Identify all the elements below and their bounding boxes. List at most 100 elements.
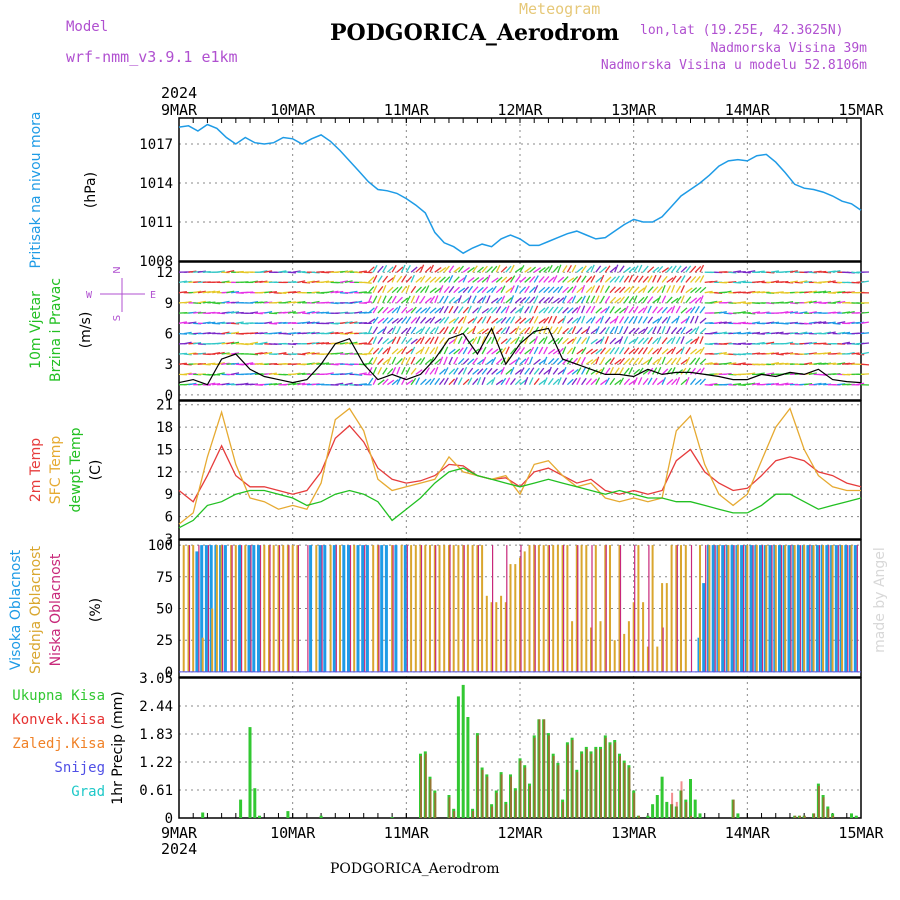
wind-barb: [386, 356, 392, 365]
wind-barb: [325, 290, 334, 294]
wind-barb: [604, 305, 610, 314]
wind-barb: [457, 367, 465, 375]
wind-barb: [618, 316, 625, 324]
wind-barb: [424, 285, 430, 293]
wind-barb: [311, 321, 320, 324]
wind-barb: [372, 366, 377, 375]
cloud-mid-bar: [187, 545, 190, 672]
wind-barb: [675, 296, 682, 304]
wind-barb: [524, 326, 531, 335]
cloud-mid-bar: [656, 646, 659, 672]
wind-barb: [813, 362, 822, 365]
wind-barb: [207, 382, 216, 386]
wind-barb: [424, 346, 430, 355]
precip-conv-bar: [633, 792, 636, 818]
wind-barb: [860, 311, 870, 314]
wind-barb: [599, 336, 605, 345]
cloud-mid-bar: [372, 545, 375, 672]
cloud-mid-bar: [599, 621, 602, 672]
temp-ylabel-unit: (C): [88, 460, 104, 481]
wind-barb: [491, 317, 499, 324]
wind-barb: [775, 331, 784, 335]
wind-barb: [609, 377, 616, 386]
cloud-mid-bar: [651, 545, 654, 672]
cloud-mid-bar: [429, 545, 431, 672]
cloud-high-bar: [853, 545, 857, 672]
wind-barb: [325, 331, 334, 335]
wind-barb: [637, 315, 643, 324]
wind-barb: [287, 382, 296, 386]
wind-barb: [775, 301, 784, 304]
wind-barb: [685, 347, 691, 355]
wind-barb: [699, 378, 706, 386]
wind-barb: [675, 348, 683, 355]
wind-barb: [405, 367, 411, 375]
wind-barb: [429, 336, 435, 345]
wind-barb: [372, 347, 380, 355]
wind-barb: [367, 276, 375, 283]
wind-barb: [566, 327, 574, 335]
wind-barb: [472, 295, 477, 304]
wind-barb: [505, 276, 513, 283]
wind-y-tick-label: 9: [165, 296, 173, 312]
wind-barb: [320, 280, 330, 284]
wind-barb: [391, 379, 399, 386]
precip-legend-item: Zaledj.Kisa: [12, 736, 105, 752]
precip-conv-bar: [817, 785, 820, 818]
wind-barb: [519, 264, 525, 273]
wind-barb: [505, 316, 512, 324]
wind-barb: [405, 356, 411, 365]
wind-barb: [429, 347, 436, 355]
wind-barb: [410, 274, 415, 283]
cloud-low-bar: [222, 545, 224, 672]
wind-barb: [495, 379, 504, 386]
wind-barb: [391, 306, 399, 314]
wind-barb: [837, 301, 846, 304]
wind-barb: [675, 265, 682, 273]
wind-barb: [259, 270, 268, 273]
wind-barb: [694, 265, 702, 273]
wind-barb: [372, 356, 378, 365]
wind-barb: [415, 358, 422, 365]
cloud-high-bar: [257, 545, 260, 672]
wind-barb: [557, 337, 564, 345]
wind-barb: [212, 302, 221, 305]
wind-barb: [188, 382, 197, 386]
wind-barb: [543, 297, 551, 304]
wind-barb: [235, 270, 244, 273]
wind-barb: [581, 265, 587, 273]
model-elevation-label: Nadmorska Visina u modelu 52.8106m: [600, 58, 867, 73]
wind-barb: [387, 338, 395, 345]
wind-barb: [505, 346, 510, 355]
wind-barb: [533, 295, 539, 304]
precip-conv-bar: [576, 772, 579, 818]
wind-barb: [661, 295, 667, 304]
wind-barb: [268, 322, 278, 325]
wind-barb: [567, 369, 575, 375]
wind-barb: [571, 346, 576, 355]
wind-barb: [405, 264, 411, 273]
wind-barb: [419, 295, 426, 304]
cloud-high-bar: [342, 545, 346, 672]
wind-barb: [571, 276, 579, 283]
wind-barb: [354, 373, 363, 376]
wind-barb: [670, 305, 676, 314]
wind-barb: [647, 305, 652, 314]
cloud-high-bar: [403, 545, 407, 672]
wind-barb: [410, 285, 417, 294]
cloud-mid-bar: [755, 545, 758, 672]
cloud-mid-bar: [286, 545, 289, 672]
wind-barb: [382, 358, 390, 365]
wind-barb: [680, 307, 688, 314]
wind-barb: [377, 347, 384, 355]
wind-barb: [562, 307, 569, 314]
wind-barb: [448, 348, 456, 355]
wind-barb: [732, 270, 742, 273]
precip-total-bar: [248, 727, 252, 818]
wind-barb: [694, 357, 701, 365]
wind-barb: [354, 271, 363, 274]
wind-barb: [325, 372, 334, 376]
wind-barb: [462, 327, 469, 335]
wind-barb: [453, 367, 459, 375]
cloud-high-bar: [384, 545, 388, 672]
